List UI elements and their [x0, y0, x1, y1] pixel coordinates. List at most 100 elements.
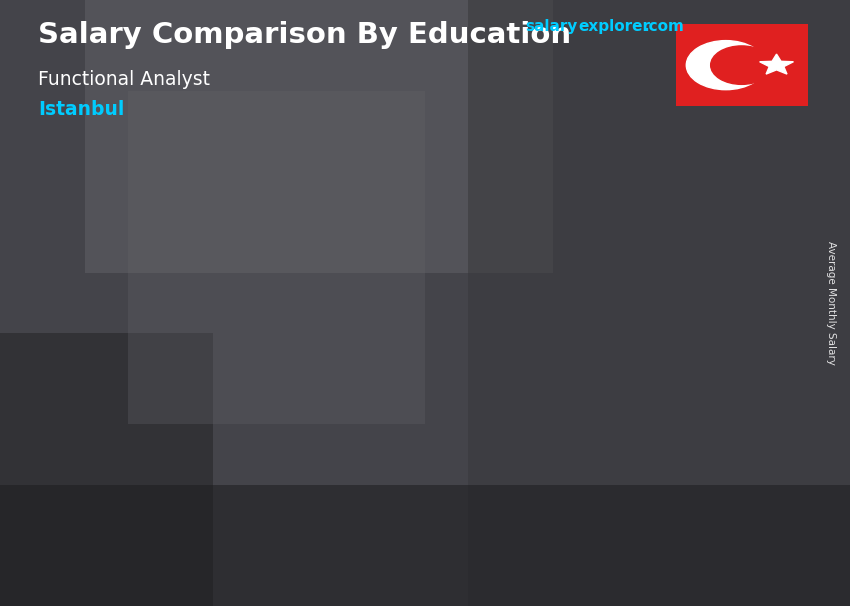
Bar — [145, 341, 149, 547]
Bar — [178, 341, 181, 547]
Bar — [155, 341, 158, 547]
Bar — [396, 270, 400, 547]
Polygon shape — [456, 254, 469, 547]
Bar — [366, 270, 370, 547]
Bar — [624, 121, 626, 547]
Bar — [630, 121, 633, 547]
Bar — [633, 121, 637, 547]
Bar — [419, 270, 422, 547]
Bar — [112, 341, 116, 547]
Bar — [650, 121, 653, 547]
Text: .com: .com — [643, 19, 684, 35]
Bar — [422, 270, 426, 547]
Bar — [122, 341, 125, 547]
Bar — [125, 341, 128, 547]
Circle shape — [686, 41, 765, 90]
Bar — [626, 121, 630, 547]
Bar — [689, 121, 693, 547]
Polygon shape — [109, 325, 222, 341]
Circle shape — [711, 46, 773, 84]
Bar — [175, 341, 178, 547]
Polygon shape — [207, 325, 222, 547]
Bar — [382, 270, 386, 547]
Bar — [432, 270, 435, 547]
Polygon shape — [604, 104, 717, 121]
Bar — [119, 341, 122, 547]
Bar — [376, 270, 379, 547]
Bar — [139, 341, 142, 547]
Bar — [191, 341, 195, 547]
Polygon shape — [356, 254, 469, 270]
Bar — [201, 341, 205, 547]
Bar — [416, 270, 419, 547]
Bar — [693, 121, 696, 547]
Bar — [195, 341, 198, 547]
Bar — [660, 121, 663, 547]
Text: explorer: explorer — [578, 19, 650, 35]
Bar — [604, 121, 607, 547]
Bar — [409, 270, 412, 547]
Bar — [181, 341, 184, 547]
Bar — [172, 341, 175, 547]
Bar — [620, 121, 624, 547]
Bar — [680, 121, 683, 547]
Bar — [356, 270, 360, 547]
Bar — [653, 121, 656, 547]
Bar — [142, 341, 145, 547]
Bar — [360, 270, 363, 547]
Bar — [686, 121, 689, 547]
Text: 6,480 TRY: 6,480 TRY — [60, 302, 142, 318]
Bar — [640, 121, 643, 547]
Bar — [449, 270, 452, 547]
Bar — [412, 270, 416, 547]
Bar — [402, 270, 405, 547]
Bar — [168, 341, 172, 547]
Bar — [610, 121, 614, 547]
Text: salary: salary — [525, 19, 578, 35]
Bar — [426, 270, 429, 547]
Text: +34%: +34% — [234, 163, 309, 187]
Bar — [439, 270, 442, 547]
Bar — [607, 121, 610, 547]
Bar — [379, 270, 382, 547]
Bar — [85, 0, 552, 273]
Text: Salary Comparison By Education: Salary Comparison By Education — [38, 21, 571, 49]
Bar — [700, 121, 703, 547]
Bar — [614, 121, 617, 547]
Bar — [673, 121, 677, 547]
Bar — [429, 270, 432, 547]
Bar — [373, 270, 376, 547]
Bar — [184, 341, 188, 547]
Bar — [162, 341, 165, 547]
Text: 13,400 TRY: 13,400 TRY — [586, 82, 679, 97]
Bar — [445, 270, 449, 547]
Bar — [663, 121, 666, 547]
Bar — [0, 485, 850, 606]
Bar — [400, 270, 402, 547]
Bar — [468, 0, 850, 606]
Bar — [647, 121, 650, 547]
Bar — [452, 270, 456, 547]
Bar — [165, 341, 168, 547]
Bar — [670, 121, 673, 547]
Bar — [389, 270, 393, 547]
Bar — [205, 341, 207, 547]
Bar — [149, 341, 151, 547]
Bar — [637, 121, 640, 547]
Bar — [386, 270, 389, 547]
Bar — [442, 270, 445, 547]
Bar — [370, 270, 373, 547]
Bar — [405, 270, 409, 547]
Text: 8,710 TRY: 8,710 TRY — [343, 231, 426, 247]
Bar — [617, 121, 620, 547]
Text: Average Monthly Salary: Average Monthly Salary — [826, 241, 836, 365]
Text: Istanbul: Istanbul — [38, 100, 125, 119]
Bar — [643, 121, 647, 547]
Bar — [151, 341, 155, 547]
Bar — [158, 341, 162, 547]
Polygon shape — [703, 104, 717, 547]
Bar — [128, 91, 425, 424]
Bar — [0, 333, 212, 606]
Bar — [683, 121, 686, 547]
Bar — [363, 270, 366, 547]
